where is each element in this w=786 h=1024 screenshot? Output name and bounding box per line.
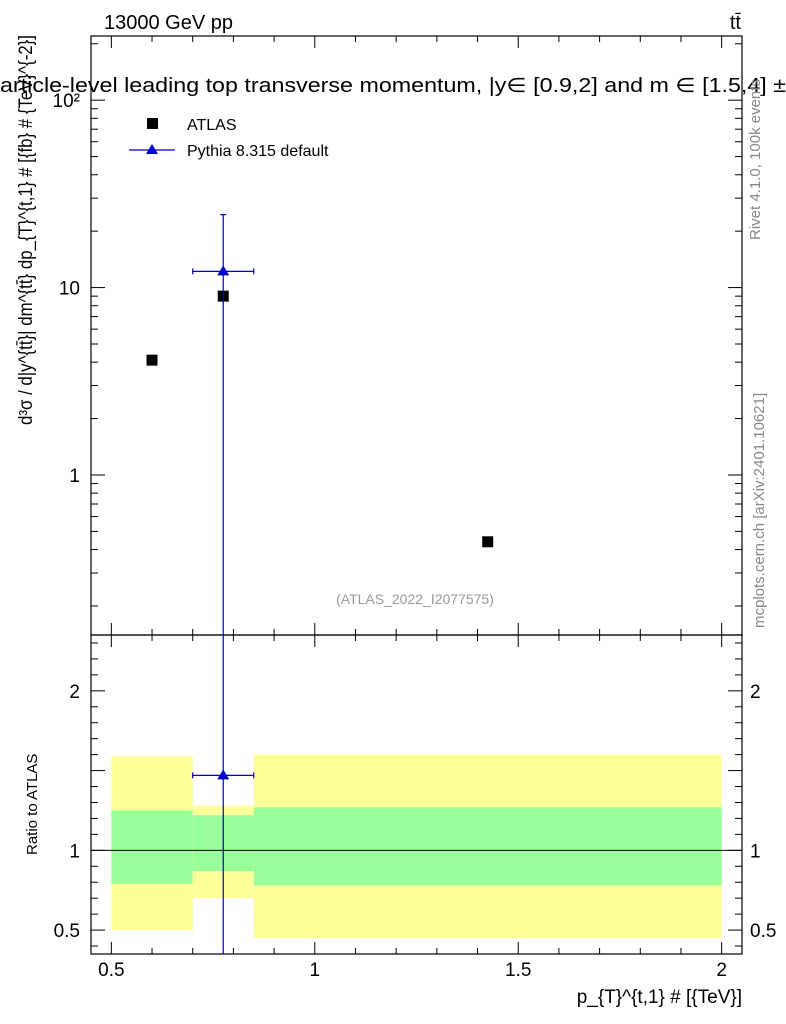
ratio-data-marks xyxy=(192,635,255,954)
analysis-watermark: (ATLAS_2022_I2077575) xyxy=(336,591,494,607)
ratio-y-axis-title: Ratio to ATLAS xyxy=(24,754,41,855)
process-label: tt̄ xyxy=(730,12,742,34)
x-axis-title: p_{T}^{t,1} # [{TeV}] xyxy=(577,987,742,1008)
x-tick-label: 1.5 xyxy=(505,960,531,981)
axis-tick-labels: 0.5 1 1.5 2 1 10 10² 0.5 0.5 1 1 2 2 xyxy=(53,91,777,981)
ratio-y-tick-label: 1 xyxy=(69,841,80,862)
ratio-pythia-point xyxy=(217,769,230,780)
legend-pythia-marker xyxy=(146,144,158,154)
legend: ATLAS Pythia 8.315 default xyxy=(129,117,329,160)
main-y-tick-label: 10 xyxy=(59,279,80,300)
energy-label: 13000 GeV pp xyxy=(104,12,233,34)
atlas-point xyxy=(146,354,158,366)
main-y-axis-title: d³σ / d|y^{tt̄}| dm^{tt̄} dp_{T}^{t,1} #… xyxy=(16,35,37,425)
main-title: article-level leading top transverse mom… xyxy=(0,75,786,97)
main-y-tick-label: 1 xyxy=(69,466,80,487)
ratio-y-tick-label-right: 0.5 xyxy=(750,921,776,942)
ratio-y-tick-label-right: 1 xyxy=(750,841,761,862)
legend-pythia-label: Pythia 8.315 default xyxy=(187,143,329,160)
atlas-point xyxy=(482,536,494,548)
x-tick-label: 1 xyxy=(309,960,320,981)
green-band-2 xyxy=(253,807,722,886)
rivet-version-label: Rivet 4.1.0, 100k events xyxy=(747,79,764,240)
pythia-point xyxy=(217,265,230,276)
ratio-y-tick-label: 0.5 xyxy=(54,921,80,942)
x-tick-label: 2 xyxy=(716,960,727,981)
green-band-0 xyxy=(111,810,193,884)
ratio-uncertainty-bands xyxy=(91,754,742,939)
main-data-marks xyxy=(146,214,494,635)
legend-atlas-label: ATLAS xyxy=(187,117,237,134)
legend-atlas-marker xyxy=(147,118,158,129)
ratio-panel-frame xyxy=(90,634,743,955)
x-tick-label: 0.5 xyxy=(98,960,124,981)
ratio-y-tick-label-right: 2 xyxy=(750,682,761,703)
main-y-tick-label: 10² xyxy=(53,91,80,112)
mcplots-label: mcplots.cern.ch [arXiv:2401.10621] xyxy=(751,393,768,628)
axis-ticks xyxy=(91,36,742,954)
ratio-y-tick-label: 2 xyxy=(69,682,80,703)
